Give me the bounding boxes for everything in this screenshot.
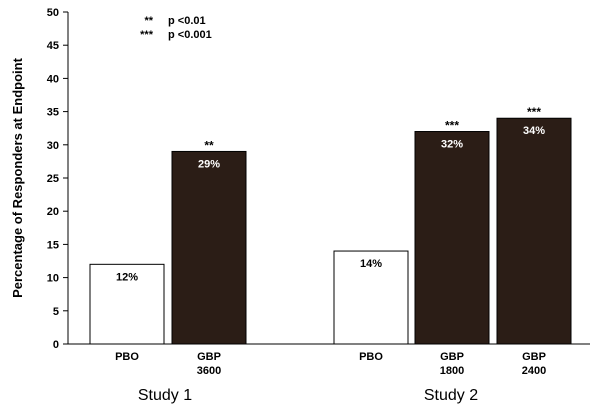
x-category-label: GBP (440, 351, 464, 363)
y-tick-label: 20 (47, 206, 59, 218)
y-tick-label: 0 (53, 339, 59, 351)
y-tick-label: 10 (47, 273, 59, 285)
data-label: 32% (441, 139, 463, 151)
data-label: 34% (523, 125, 545, 137)
group-label: Study 1 (138, 387, 192, 404)
x-category-label: 3600 (197, 365, 221, 377)
y-tick-label: 15 (47, 239, 59, 251)
x-category-label: PBO (115, 351, 139, 363)
x-category-label: PBO (359, 351, 383, 363)
significance-mark: *** (527, 105, 541, 119)
data-label: 14% (360, 258, 382, 270)
y-tick-label: 40 (47, 73, 59, 85)
x-axis-labels: PBO GBP 3600 Study 1 PBO GBP 1800 GBP 2400 Study … (115, 351, 546, 404)
bar-study-2-gbp-1800 (414, 131, 490, 345)
significance-mark: *** (445, 119, 459, 133)
legend-text: p <0.001 (168, 29, 212, 41)
x-category-label: GBP (197, 351, 221, 363)
bars: 12% 29% ** 14% 32% *** 34% *** (89, 105, 572, 345)
y-tick-label: 50 (47, 7, 59, 19)
y-tick-label: 45 (47, 40, 59, 52)
data-label: 12% (116, 271, 138, 283)
legend-text: p <0.01 (168, 15, 206, 27)
data-label: 29% (198, 158, 220, 170)
bar-study-1-gbp-3600 (171, 150, 247, 345)
bar-study-2-pbo (333, 250, 409, 345)
y-tick-label: 5 (53, 306, 59, 318)
y-tick-label: 25 (47, 173, 59, 185)
x-category-label: 1800 (440, 365, 464, 377)
bar-study-1-pbo (89, 263, 165, 345)
significance-mark: ** (204, 138, 214, 152)
y-tick-label: 30 (47, 140, 59, 152)
bar-study-2-gbp-2400 (496, 117, 572, 345)
group-label: Study 2 (424, 387, 478, 404)
significance-legend: ** p <0.01 *** p <0.001 (140, 15, 212, 41)
x-category-label: GBP (522, 351, 546, 363)
y-tick-label: 35 (47, 107, 59, 119)
x-category-label: 2400 (522, 365, 546, 377)
legend-symbol: ** (144, 15, 153, 27)
legend-symbol: *** (140, 29, 154, 41)
y-axis-label: Percentage of Responders at Endpoint (10, 57, 25, 297)
